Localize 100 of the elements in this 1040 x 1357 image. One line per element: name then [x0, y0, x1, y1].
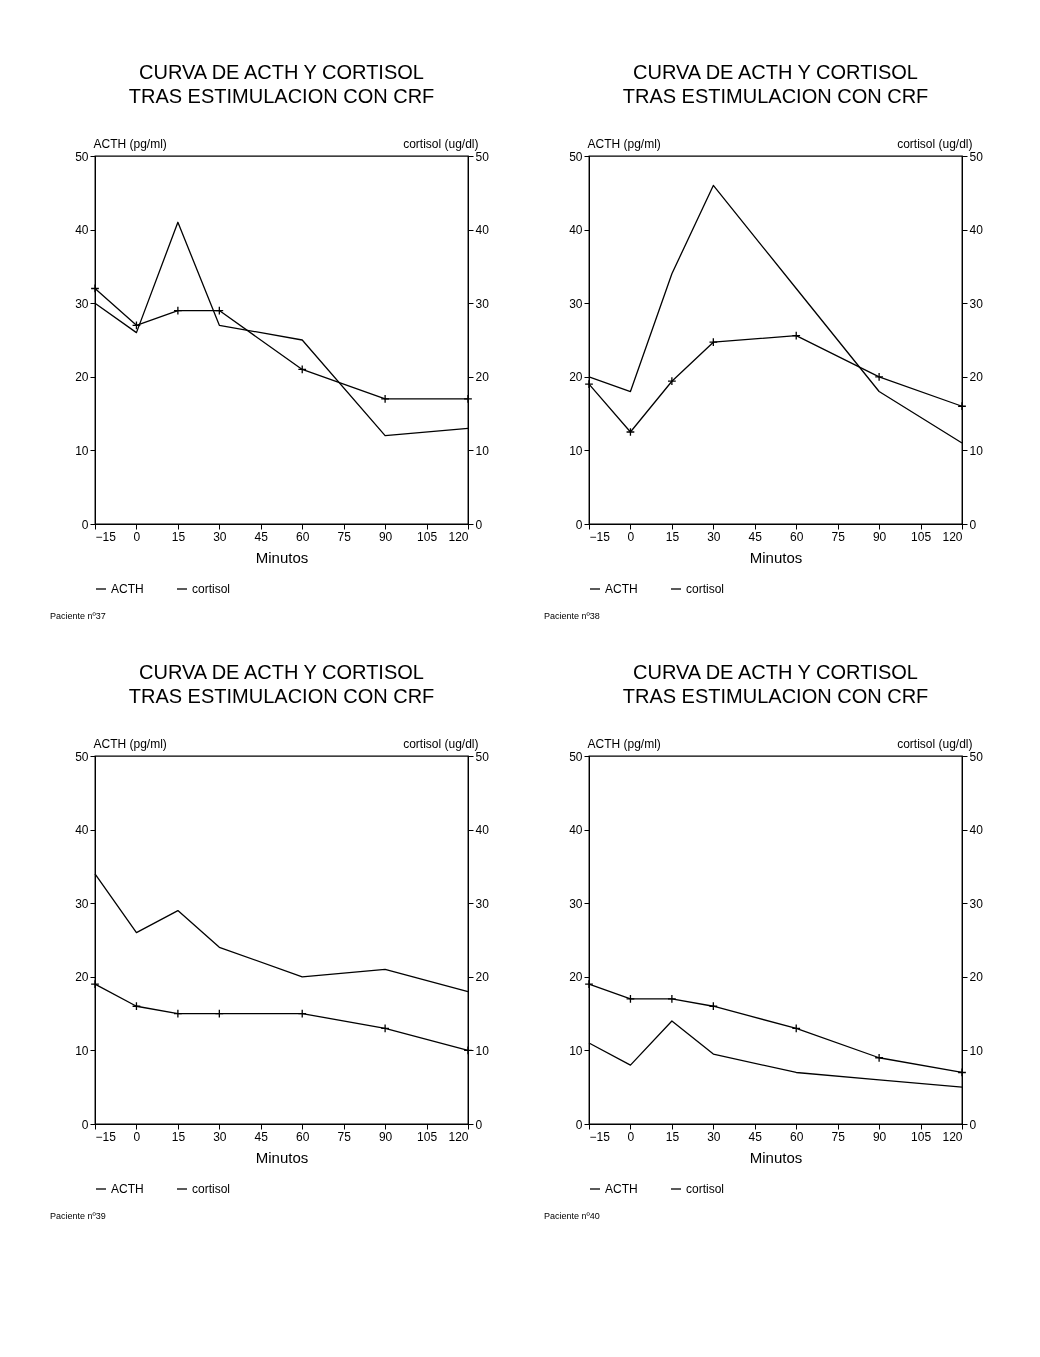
x-tick-label: 0	[627, 1129, 635, 1144]
y-tick-label: 40	[569, 223, 583, 238]
x-axis-title: Minutos	[255, 1148, 309, 1166]
x-tick-label: 45	[748, 1129, 763, 1144]
x-tick-label: −15	[95, 529, 117, 544]
legend-label: cortisol	[192, 582, 231, 596]
y2-axis-title: cortisol (ug/dl)	[403, 736, 479, 751]
x-tick-label: 45	[748, 529, 763, 544]
x-tick-label: 0	[133, 1129, 141, 1144]
y2-axis-title: cortisol (ug/dl)	[897, 136, 973, 151]
x-tick-label: −15	[589, 1129, 611, 1144]
x-tick-label: 30	[707, 1129, 721, 1144]
x-tick-label: 30	[213, 529, 227, 544]
legend-label: ACTH	[111, 582, 144, 596]
y-tick-label: 50	[569, 149, 583, 164]
y2-tick-label: 30	[969, 296, 984, 311]
x-tick-label: 60	[296, 1129, 310, 1144]
x-tick-label: 90	[378, 1129, 393, 1144]
y-tick-label: 30	[569, 896, 583, 911]
x-tick-label: 15	[665, 529, 680, 544]
y2-tick-label: 40	[969, 223, 984, 238]
y-tick-label: 0	[575, 1117, 583, 1132]
x-tick-label: 30	[707, 529, 721, 544]
x-tick-label: 60	[296, 529, 310, 544]
x-tick-label: 15	[665, 1129, 680, 1144]
y2-tick-label: 40	[969, 823, 984, 838]
y-tick-label: 40	[75, 223, 89, 238]
x-axis-title: Minutos	[749, 548, 803, 566]
y2-axis-title: cortisol (ug/dl)	[403, 136, 479, 151]
x-tick-label: −15	[95, 1129, 117, 1144]
x-tick-label: 0	[627, 529, 635, 544]
y-axis-title: ACTH (pg/ml)	[587, 136, 661, 151]
y-tick-label: 50	[75, 749, 89, 764]
y2-tick-label: 30	[475, 896, 490, 911]
y-tick-label: 40	[569, 823, 583, 838]
x-tick-label: 90	[378, 529, 393, 544]
y2-tick-label: 10	[969, 1043, 984, 1058]
x-tick-label: 0	[133, 529, 141, 544]
y2-tick-label: 30	[475, 296, 490, 311]
y-tick-label: 10	[569, 443, 583, 458]
x-tick-label: 45	[254, 529, 269, 544]
x-tick-label: 30	[213, 1129, 227, 1144]
legend-label: cortisol	[192, 1182, 231, 1196]
y2-tick-label: 10	[969, 443, 984, 458]
legend-label: ACTH	[605, 582, 638, 596]
legend-label: cortisol	[686, 582, 725, 596]
y2-tick-label: 0	[969, 1117, 977, 1132]
x-tick-label: 45	[254, 1129, 269, 1144]
x-tick-label: 60	[790, 1129, 804, 1144]
y2-tick-label: 0	[969, 517, 977, 532]
y-tick-label: 0	[81, 1117, 89, 1132]
legend-label: ACTH	[605, 1182, 638, 1196]
chart-title: CURVA DE ACTH Y CORTISOL TRAS ESTIMULACION CON CRF	[622, 61, 929, 107]
y-axis-title: ACTH (pg/ml)	[93, 736, 167, 751]
y2-tick-label: 20	[969, 970, 984, 985]
y-tick-label: 20	[569, 370, 583, 385]
y2-tick-label: 10	[475, 1043, 490, 1058]
y-tick-label: 10	[75, 1043, 89, 1058]
y-axis-title: ACTH (pg/ml)	[587, 736, 661, 751]
y2-tick-label: 20	[475, 370, 490, 385]
y-tick-label: 20	[75, 970, 89, 985]
chart-title: CURVA DE ACTH Y CORTISOL TRAS ESTIMULACION CON CRF	[128, 61, 435, 107]
y-tick-label: 10	[75, 443, 89, 458]
x-axis-title: Minutos	[255, 548, 309, 566]
y2-tick-label: 30	[969, 896, 984, 911]
x-tick-label: 75	[337, 529, 352, 544]
x-tick-label: 75	[831, 1129, 846, 1144]
y-tick-label: 10	[569, 1043, 583, 1058]
y2-tick-label: 20	[475, 970, 490, 985]
x-tick-label: 15	[171, 1129, 186, 1144]
y-tick-label: 30	[75, 896, 89, 911]
y2-axis-title: cortisol (ug/dl)	[897, 736, 973, 751]
y-tick-label: 0	[575, 517, 583, 532]
x-tick-label: −15	[589, 529, 611, 544]
x-tick-label: 75	[337, 1129, 352, 1144]
y-tick-label: 50	[569, 749, 583, 764]
text: Paciente nº37	[50, 611, 106, 621]
y2-tick-label: 0	[475, 1117, 483, 1132]
chart-title: CURVA DE ACTH Y CORTISOL TRAS ESTIMULACION CON CRF	[622, 661, 929, 707]
x-tick-label: 120	[942, 529, 963, 544]
legend-label: ACTH	[111, 1182, 144, 1196]
x-tick-label: 120	[448, 1129, 469, 1144]
y-axis-title: ACTH (pg/ml)	[93, 136, 167, 151]
x-tick-label: 105	[911, 1129, 932, 1144]
x-tick-label: 120	[942, 1129, 963, 1144]
y2-tick-label: 0	[475, 517, 483, 532]
x-tick-label: 15	[171, 529, 186, 544]
text: Paciente nº39	[50, 1211, 106, 1221]
y-tick-label: 20	[569, 970, 583, 985]
y2-tick-label: 40	[475, 223, 490, 238]
x-tick-label: 90	[872, 529, 887, 544]
x-tick-label: 60	[790, 529, 804, 544]
y-tick-label: 30	[75, 296, 89, 311]
x-tick-label: 75	[831, 529, 846, 544]
chart-title: CURVA DE ACTH Y CORTISOL TRAS ESTIMULACION CON CRF	[128, 661, 435, 707]
x-tick-label: 105	[417, 1129, 438, 1144]
y2-tick-label: 20	[969, 370, 984, 385]
legend-label: cortisol	[686, 1182, 725, 1196]
x-tick-label: 90	[872, 1129, 887, 1144]
y-tick-label: 0	[81, 517, 89, 532]
